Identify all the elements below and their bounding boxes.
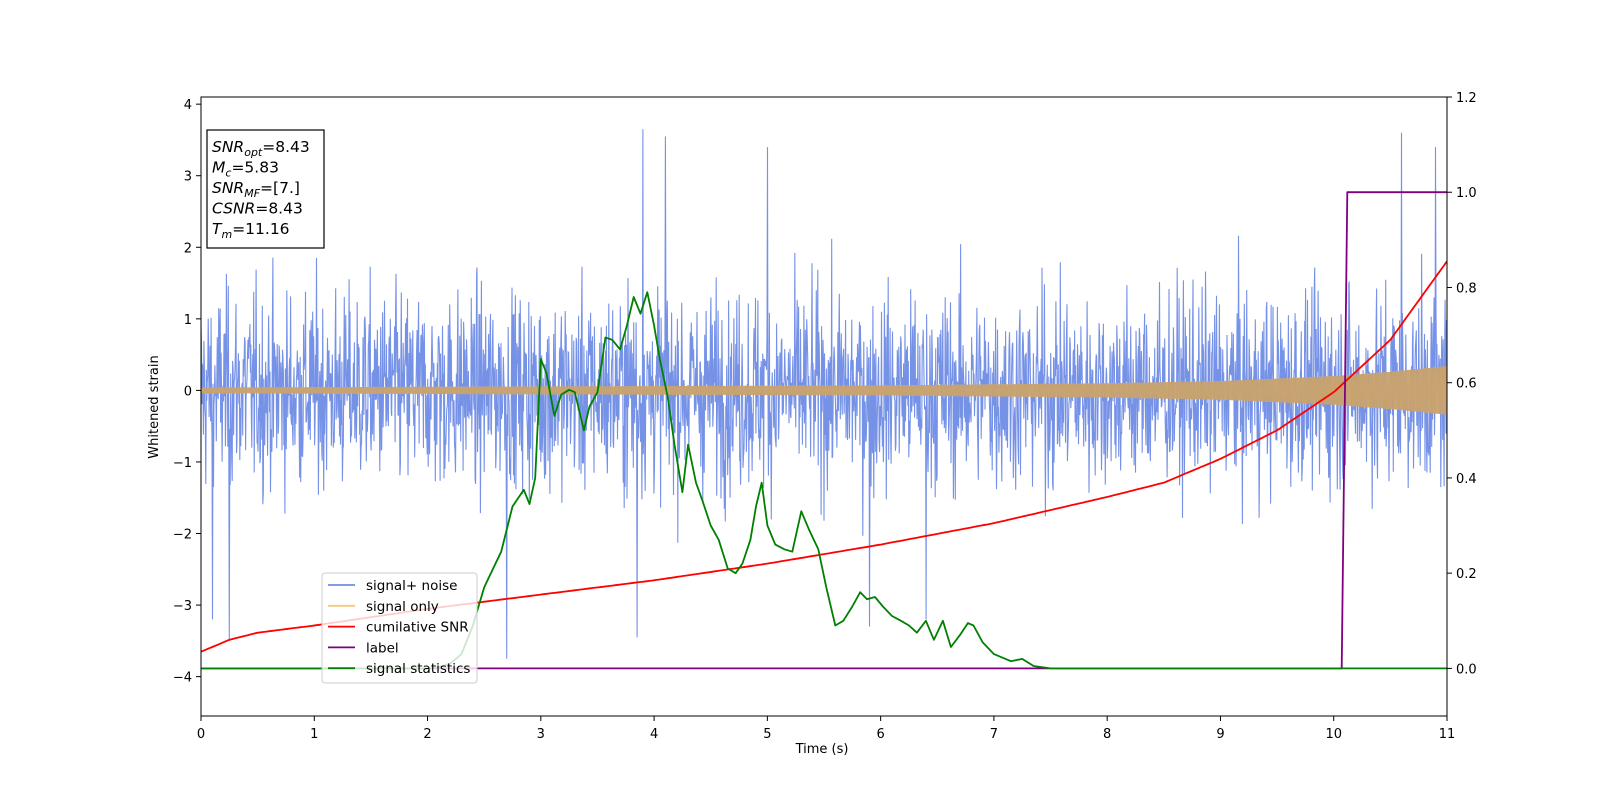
y2-tick-label: 0.6 (1456, 377, 1477, 392)
x-tick-label: 7 (990, 727, 998, 742)
annotation-value: =11.16 (232, 220, 289, 238)
annotation-symbol: M (212, 159, 225, 177)
plot-frame (200, 96, 1448, 717)
x-tick-label: 10 (1325, 727, 1342, 742)
annotation-subscript: opt (244, 146, 263, 159)
x-tick-label: 1 (310, 727, 318, 742)
y-axis-right: 0.0 0.2 0.4 0.6 0.8 1.0 1.2 (1447, 91, 1477, 677)
legend: signal+ noise signal only cumilative SNR la… (321, 572, 478, 684)
x-tick-label: 8 (1103, 727, 1111, 742)
y-tick-label: 3 (184, 170, 192, 185)
y-axis-label: Whitened strain (147, 355, 162, 458)
annotation-value: =8.43 (262, 138, 310, 156)
y-tick-label: −4 (173, 671, 192, 686)
annotation-line: CSNR=8.43 (212, 200, 303, 218)
x-tick-label: 4 (650, 727, 658, 742)
series-label (201, 191, 1447, 670)
x-tick-label: 3 (537, 727, 545, 742)
legend-label: signal+ noise (366, 578, 457, 594)
series-signal-statistics (201, 291, 1447, 670)
signal-only-envelope (201, 366, 1447, 415)
legend-label: signal only (366, 599, 439, 615)
y2-tick-label: 1.2 (1456, 91, 1477, 106)
x-axis: 0 1 2 3 4 5 6 7 8 9 10 11 (197, 716, 1455, 742)
annotation-symbol: CSNR (212, 200, 255, 218)
y-tick-label: 2 (184, 241, 192, 256)
annotation-line: SNRMF=[7.] (212, 179, 300, 200)
x-tick-label: 0 (197, 727, 205, 742)
legend-label: cumilative SNR (366, 620, 469, 636)
y-tick-label: 1 (184, 313, 192, 328)
y2-tick-label: 0.0 (1456, 662, 1477, 677)
annotation-frame (206, 129, 325, 249)
x-tick-label: 6 (876, 727, 884, 742)
annotation-line: SNRopt=8.43 (212, 138, 310, 159)
annotation-value: =8.43 (255, 200, 303, 218)
x-tick-label: 2 (423, 727, 431, 742)
legend-label: label (366, 640, 399, 656)
y-tick-label: 4 (184, 98, 192, 113)
legend-label: signal statistics (366, 661, 470, 677)
annotation-symbol: SNR (212, 138, 244, 156)
y-tick-label: −3 (173, 599, 192, 614)
legend-frame (321, 572, 478, 684)
annotation-symbol: SNR (212, 179, 244, 197)
y2-tick-label: 0.4 (1456, 472, 1477, 487)
annotation-symbol: T (212, 220, 223, 238)
annotation-subscript: MF (244, 187, 260, 200)
y-tick-label: −1 (173, 456, 192, 471)
y2-tick-label: 0.2 (1456, 567, 1477, 582)
annotation-box: SNRopt=8.43Mc=5.83SNRMF=[7.]CSNR=8.43Tm=… (206, 129, 325, 249)
y2-tick-label: 0.8 (1456, 281, 1477, 296)
x-tick-label: 11 (1439, 727, 1456, 742)
x-tick-label: 5 (763, 727, 771, 742)
y-tick-label: 0 (184, 384, 192, 399)
annotation-subscript: m (221, 228, 232, 241)
annotation-line: Mc=5.83 (212, 159, 279, 180)
y-tick-label: −2 (173, 528, 192, 543)
y2-tick-label: 1.0 (1456, 186, 1477, 201)
y-axis-left: −4 −3 −2 −1 0 1 2 3 4 (173, 98, 201, 686)
x-tick-label: 9 (1216, 727, 1224, 742)
annotation-line: Tm=11.16 (212, 220, 290, 241)
annotation-value: =5.83 (231, 159, 279, 177)
annotation-subscript: c (225, 167, 231, 180)
annotation-value: =[7.] (260, 179, 300, 197)
x-axis-label: Time (s) (795, 742, 849, 757)
